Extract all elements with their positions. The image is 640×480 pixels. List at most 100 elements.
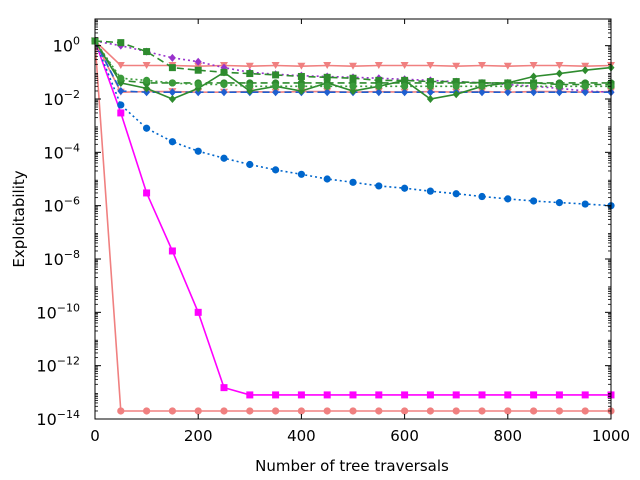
- y-tick-label: 10−12: [36, 355, 80, 376]
- data-point: [323, 175, 331, 183]
- data-point: [143, 48, 151, 56]
- data-point: [504, 195, 512, 203]
- data-point: [116, 62, 125, 70]
- data-point: [220, 80, 228, 89]
- data-point: [401, 82, 409, 90]
- data-point: [530, 391, 538, 399]
- data-point: [426, 187, 434, 195]
- data-point: [401, 88, 409, 97]
- data-point: [478, 192, 486, 201]
- x-tick-label: 600: [390, 427, 419, 445]
- series-line: [94, 40, 612, 207]
- data-point: [117, 39, 125, 47]
- data-point: [220, 384, 228, 392]
- data-point: [581, 200, 589, 208]
- series-salmon-triangle-top: [91, 37, 615, 70]
- data-point: [401, 407, 409, 415]
- plot-frame: [94, 18, 612, 420]
- series-salmon-circle-solid: [91, 37, 615, 415]
- y-tick-label: 10−2: [43, 88, 80, 109]
- data-point: [297, 170, 305, 178]
- data-point: [375, 82, 383, 90]
- series-layer: [91, 36, 615, 415]
- data-point: [272, 82, 280, 90]
- data-point: [168, 88, 176, 97]
- data-point: [452, 62, 461, 70]
- data-point: [452, 391, 460, 399]
- data-point: [375, 88, 383, 97]
- data-point: [168, 407, 176, 415]
- data-point: [194, 57, 202, 66]
- data-point: [194, 308, 202, 316]
- data-point: [349, 391, 357, 399]
- data-point: [375, 391, 383, 399]
- data-point: [581, 391, 589, 399]
- x-tick-label: 800: [493, 427, 522, 445]
- series-green-circle-dotted: [91, 37, 615, 90]
- data-point: [194, 62, 203, 70]
- data-point: [323, 62, 332, 70]
- data-point: [555, 69, 563, 78]
- axis-ticks: 0 200 400 600 800 1000 100 10−2 10−4 10−6 10−8 10−1…: [36, 19, 630, 445]
- data-point: [504, 391, 512, 399]
- data-point: [297, 82, 305, 90]
- data-point: [143, 84, 151, 93]
- y-tick-label: 10−6: [43, 195, 80, 216]
- data-point: [117, 407, 125, 415]
- x-tick-label: 0: [90, 427, 100, 445]
- data-point: [529, 62, 538, 70]
- data-point: [581, 407, 589, 415]
- data-point: [297, 391, 305, 399]
- y-tick-label: 100: [53, 35, 80, 56]
- data-point: [297, 72, 305, 80]
- data-point: [323, 73, 331, 81]
- data-point: [272, 88, 280, 97]
- data-point: [375, 407, 383, 415]
- data-point: [375, 182, 383, 190]
- data-point: [555, 407, 564, 415]
- series-magenta-square-solid: [91, 37, 615, 399]
- data-point: [220, 407, 228, 415]
- data-point: [581, 66, 589, 75]
- data-point: [246, 407, 254, 415]
- y-tick-label: 10−4: [43, 141, 80, 162]
- data-point: [272, 407, 280, 415]
- data-point: [452, 90, 460, 99]
- data-point: [297, 62, 306, 70]
- data-point: [168, 247, 176, 255]
- data-point: [117, 101, 125, 109]
- data-point: [272, 71, 280, 79]
- data-point: [194, 66, 202, 74]
- data-point: [555, 391, 563, 399]
- data-point: [349, 407, 357, 415]
- data-point: [246, 391, 254, 399]
- data-point: [220, 88, 228, 97]
- data-point: [168, 95, 176, 103]
- data-point: [426, 407, 434, 415]
- data-point: [581, 62, 590, 70]
- x-tick-label: 400: [287, 427, 316, 445]
- data-point: [168, 138, 176, 146]
- data-point: [374, 62, 383, 70]
- data-point: [220, 154, 228, 162]
- data-point: [246, 70, 254, 78]
- data-point: [272, 166, 280, 174]
- data-point: [246, 160, 254, 169]
- data-point: [478, 82, 486, 90]
- data-point: [246, 82, 254, 90]
- series-line: [94, 40, 611, 88]
- data-point: [530, 197, 538, 205]
- data-point: [581, 88, 589, 97]
- data-point: [349, 178, 357, 186]
- data-point: [220, 68, 228, 77]
- data-point: [323, 391, 331, 399]
- data-point: [194, 80, 202, 89]
- data-point: [142, 62, 151, 70]
- data-point: [168, 64, 176, 72]
- data-point: [478, 391, 486, 399]
- data-point: [452, 190, 460, 198]
- data-point: [503, 62, 512, 70]
- data-point: [452, 82, 460, 90]
- data-point: [504, 407, 512, 415]
- data-point: [401, 184, 409, 192]
